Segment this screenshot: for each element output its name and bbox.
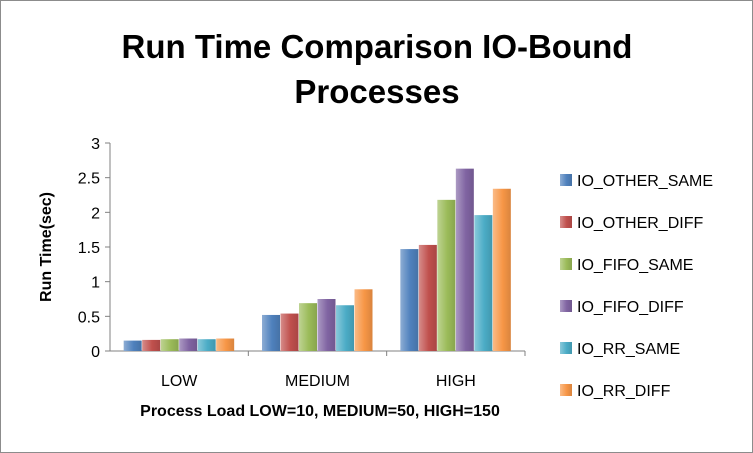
y-tick-label: 0 [91, 344, 100, 361]
x-tick-label: LOW [161, 373, 198, 390]
chart-bars [123, 168, 511, 351]
bar-io-fifo-same-medium [299, 303, 317, 351]
bar-io-other-diff-high [418, 244, 437, 351]
legend-label: IO_OTHER_DIFF [577, 215, 703, 232]
bar-io-fifo-same-high [437, 199, 456, 351]
bar-io-rr-diff-medium [354, 289, 373, 351]
bar-io-fifo-diff-high [455, 168, 474, 351]
bar-io-fifo-diff-medium [317, 299, 336, 351]
y-tick-label: 2 [91, 205, 100, 222]
bar-io-rr-diff-high [492, 188, 511, 351]
chart-title-line-1: Run Time Comparison IO-Bound [122, 28, 633, 65]
bar-io-other-diff-low [142, 339, 161, 351]
legend-swatch [560, 300, 572, 312]
legend-swatch [560, 384, 572, 396]
x-tick-label: MEDIUM [285, 373, 350, 390]
chart-legend: IO_OTHER_SAME IO_OTHER_DIFF IO_FIFO_SAME IO… [560, 173, 713, 400]
bar-io-other-same-high [400, 249, 419, 351]
legend-label: IO_RR_SAME [577, 341, 680, 358]
legend-label: IO_OTHER_SAME [577, 173, 713, 190]
bar-io-other-diff-medium [280, 313, 299, 351]
y-tick-label: 1.5 [78, 240, 100, 257]
x-tick-label: HIGH [436, 373, 476, 390]
bar-io-fifo-diff-low [179, 338, 198, 351]
bar-io-rr-same-medium [336, 305, 354, 351]
legend-swatch [560, 258, 572, 270]
y-tick-label: 2.5 [78, 171, 100, 188]
legend-swatch [560, 174, 572, 186]
bar-io-rr-same-low [197, 339, 216, 351]
x-axis-label: Process Load LOW=10, MEDIUM=50, HIGH=150 [140, 403, 500, 420]
bar-io-rr-diff-low [216, 338, 235, 351]
legend-swatch [560, 342, 572, 354]
y-tick-label: 1 [91, 275, 100, 292]
y-tick-label: 3 [91, 136, 100, 153]
bar-io-other-same-medium [262, 314, 280, 351]
y-axis-label: Run Time(sec) [38, 192, 55, 302]
bar-io-other-same-low [123, 340, 142, 351]
bar-io-rr-same-high [474, 215, 493, 351]
y-tick-label: 0.5 [78, 309, 100, 326]
legend-label: IO_FIFO_DIFF [577, 299, 684, 316]
legend-label: IO_FIFO_SAME [577, 257, 693, 274]
legend-label: IO_RR_DIFF [577, 383, 671, 400]
chart-title-line-2: Processes [294, 73, 459, 110]
bar-io-fifo-same-low [160, 339, 179, 351]
chart-ticks: 0 0.5 1 1.5 2 2.5 3 LOW MEDIUM HIGH [78, 136, 526, 390]
legend-swatch [560, 216, 572, 228]
